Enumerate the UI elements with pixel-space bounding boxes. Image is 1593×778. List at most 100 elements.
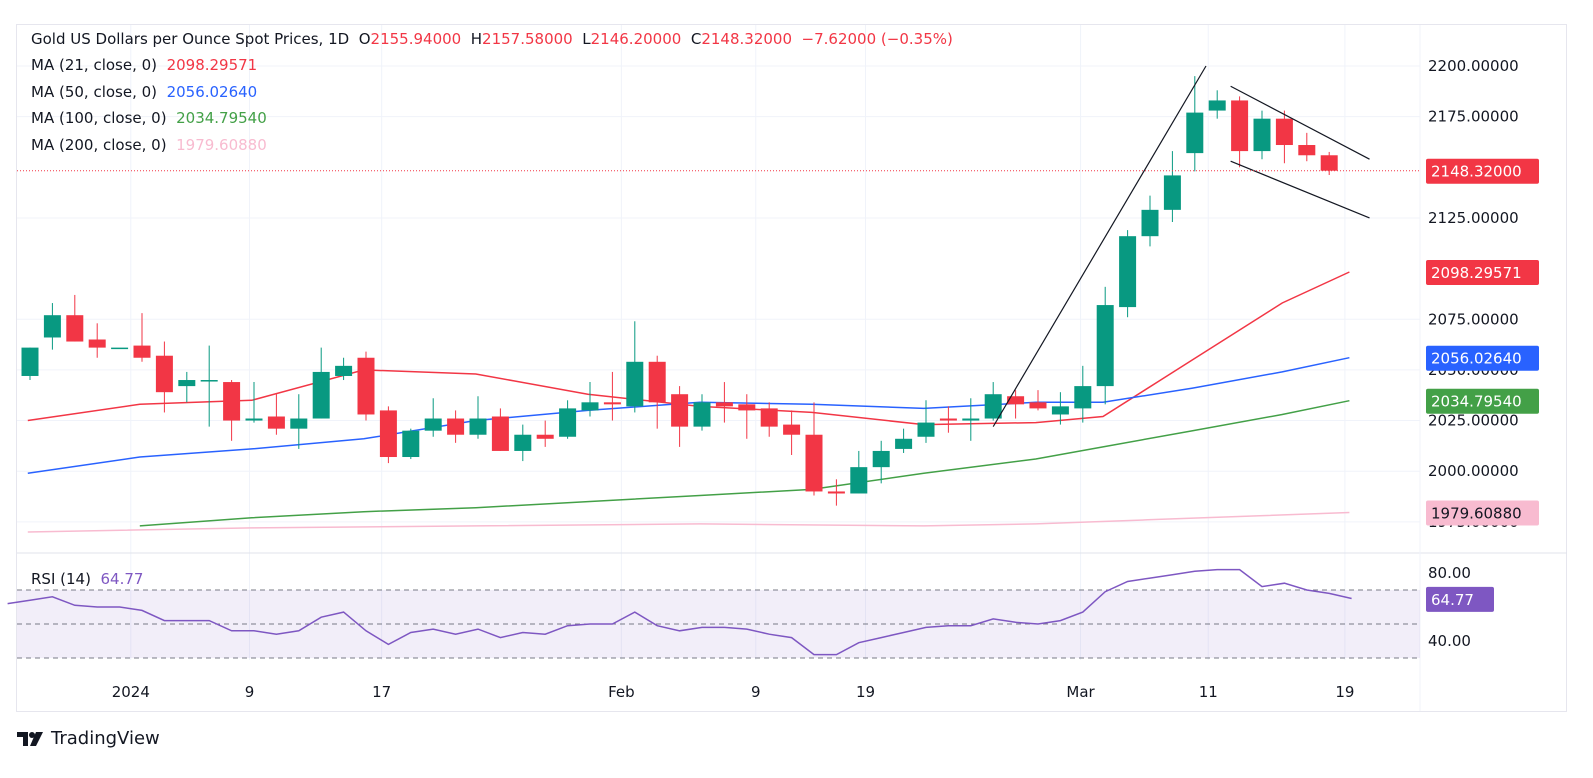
candle-body [626, 361, 644, 407]
ma100-value: 2034.79540 [176, 109, 267, 127]
candle-body [447, 418, 465, 435]
candle-body [514, 434, 532, 451]
open-label: O [358, 30, 371, 48]
time-axis: 2024 9 17 Feb 9 19 Mar 11 19 [112, 683, 1355, 701]
candle [1029, 390, 1047, 411]
candle-body [850, 467, 868, 494]
time-tick-label: 19 [1335, 683, 1354, 701]
time-tick-label: 11 [1199, 683, 1218, 701]
candle-body [1275, 118, 1293, 146]
time-tick-label: 9 [245, 683, 255, 701]
candle [335, 357, 353, 381]
last-price-tag: 2148.32000 [1426, 158, 1539, 184]
candle-body [43, 315, 61, 338]
candle [1186, 76, 1204, 172]
legend-ma100[interactable]: MA (100, close, 0) 2034.79540 [31, 109, 267, 127]
candle-body [1186, 112, 1204, 154]
symbol-legend: Gold US Dollars per Ounce Spot Prices, 1… [31, 30, 953, 48]
candle [1096, 286, 1114, 405]
candle [357, 351, 375, 421]
candle-body [1007, 396, 1025, 405]
candle-body [1208, 100, 1226, 111]
candle [491, 408, 509, 451]
candle [290, 394, 308, 449]
candle-body [1051, 406, 1069, 415]
candle-body [155, 355, 173, 393]
annotations [17, 65, 1420, 427]
candle-body [1253, 118, 1271, 152]
candle-body [335, 365, 353, 376]
candle [626, 321, 644, 413]
last-price-tag-text: 2148.32000 [1431, 163, 1522, 181]
rsi-tick-label: 40.00 [1428, 632, 1471, 650]
candle-body [312, 371, 330, 419]
candle-body [111, 347, 129, 350]
rsi-value-tag: 64.77 [1426, 586, 1494, 612]
price-tick-label: 2000.00000 [1428, 462, 1519, 480]
price-tick-label: 2125.00000 [1428, 209, 1519, 227]
candle-body [1163, 175, 1181, 210]
price-tick-label: 2175.00000 [1428, 108, 1519, 126]
rsi-value: 64.77 [100, 570, 144, 588]
price-tick-label: 2200.00000 [1428, 57, 1519, 75]
rsi-label: RSI (14) [31, 570, 91, 588]
candle-body [760, 408, 778, 427]
candle-body [671, 394, 689, 427]
candle [805, 402, 823, 496]
trendline-line [992, 65, 1207, 427]
candle [402, 428, 420, 460]
candle [88, 323, 106, 358]
legend-rsi[interactable]: RSI (14) 64.77 [31, 570, 143, 588]
candle [245, 382, 263, 423]
ma50-label: MA (50, close, 0) [31, 83, 158, 101]
brand-name: TradingView [51, 728, 160, 749]
candle [559, 400, 577, 439]
candle-body [491, 416, 509, 451]
candle [267, 394, 285, 435]
candle-body [715, 402, 733, 407]
ma100-label: MA (100, close, 0) [31, 109, 167, 127]
ma50-value: 2056.02640 [166, 83, 258, 101]
candle-body [693, 402, 711, 427]
ma100-price-tag: 2034.79540 [1426, 388, 1539, 414]
rsi-band [17, 589, 1420, 659]
candle-body [1096, 305, 1114, 387]
candle [536, 420, 554, 447]
candle [21, 347, 39, 381]
candle-body [424, 418, 442, 431]
candle [1275, 110, 1293, 164]
candle-body [200, 380, 218, 382]
candle [671, 386, 689, 447]
candle [1119, 230, 1137, 318]
candle-body [783, 424, 801, 435]
rsi-background-band [17, 590, 1420, 658]
tradingview-brand[interactable]: TradingView [17, 728, 160, 749]
legend-ma50[interactable]: MA (50, close, 0) 2056.02640 [31, 83, 257, 101]
close-value: 2148.32000 [701, 30, 792, 48]
grid-lines [17, 25, 1567, 711]
rsi-line [7, 568, 1352, 656]
low-label: L [582, 30, 591, 48]
candle [178, 371, 196, 403]
candle-body [581, 402, 599, 411]
price-tick-label: 2075.00000 [1428, 310, 1519, 328]
candle [827, 479, 845, 506]
ma50-price-tag: 2056.02640 [1426, 345, 1539, 371]
ma21-price-tag: 2098.29571 [1426, 260, 1539, 286]
legend-ma21[interactable]: MA (21, close, 0) 2098.29571 [31, 56, 257, 74]
time-tick-label: 2024 [112, 683, 150, 701]
candle-body [872, 450, 890, 468]
candle [312, 347, 330, 419]
ma200-price-tag-text: 1979.60880 [1431, 505, 1522, 523]
legend-ma200[interactable]: MA (200, close, 0) 1979.60880 [31, 136, 267, 154]
candle-body [88, 339, 106, 348]
candle [111, 347, 129, 350]
candle [43, 303, 61, 350]
candle-body [1074, 386, 1092, 409]
chart-frame [16, 24, 1567, 712]
candle [895, 428, 913, 453]
candle [581, 382, 599, 417]
rsi-value-tag-bg [1426, 586, 1494, 612]
ma-line-50 [27, 356, 1350, 474]
